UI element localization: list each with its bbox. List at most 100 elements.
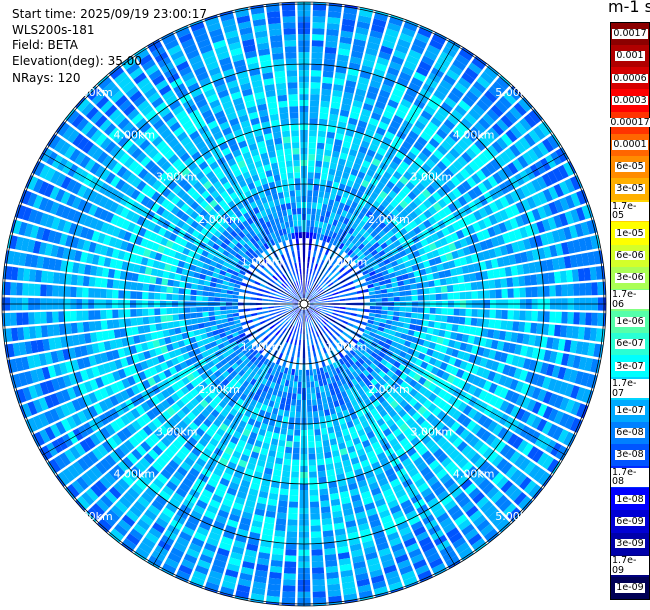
data-cell xyxy=(261,534,273,542)
data-cell xyxy=(471,253,479,263)
data-cell xyxy=(436,336,444,345)
data-cell xyxy=(52,272,60,284)
data-cell xyxy=(406,266,414,273)
data-cell xyxy=(366,348,373,355)
data-cell xyxy=(130,309,137,317)
data-cell xyxy=(286,434,294,442)
data-cell xyxy=(258,288,265,292)
data-cell xyxy=(209,570,223,580)
data-cell xyxy=(308,453,316,460)
data-cell xyxy=(436,84,450,96)
data-cell xyxy=(88,288,95,298)
data-cell xyxy=(547,135,560,150)
data-cell xyxy=(94,243,103,255)
data-cell xyxy=(72,210,82,223)
data-cell xyxy=(330,101,341,110)
data-cell xyxy=(433,507,446,519)
data-cell xyxy=(120,240,129,251)
data-cell xyxy=(226,519,239,529)
data-cell xyxy=(344,4,358,9)
data-cell xyxy=(473,210,483,221)
data-cell xyxy=(267,387,274,395)
data-cell xyxy=(112,226,121,238)
data-cell xyxy=(532,449,544,463)
data-cell xyxy=(403,279,411,285)
data-cell xyxy=(274,306,281,308)
data-cell xyxy=(113,482,126,495)
data-cell xyxy=(113,269,121,279)
data-cell xyxy=(45,214,55,228)
data-cell xyxy=(269,565,283,574)
data-cell xyxy=(318,118,328,126)
data-cell xyxy=(239,332,246,339)
data-cell xyxy=(84,158,96,172)
data-cell xyxy=(297,381,302,388)
data-cell xyxy=(404,260,412,268)
data-cell xyxy=(39,213,50,227)
data-cell xyxy=(191,432,202,442)
data-cell xyxy=(366,323,373,328)
data-cell xyxy=(154,429,165,440)
data-cell xyxy=(326,131,335,139)
data-cell xyxy=(339,294,346,298)
data-cell xyxy=(416,461,428,472)
data-cell xyxy=(248,278,256,284)
data-cell xyxy=(306,399,312,406)
data-cell xyxy=(494,198,504,211)
data-cell xyxy=(351,378,358,386)
data-cell xyxy=(342,171,350,180)
data-cell xyxy=(166,308,173,315)
data-cell xyxy=(391,55,404,66)
data-cell xyxy=(311,64,322,71)
data-cell xyxy=(515,394,526,407)
data-cell xyxy=(361,420,370,429)
data-cell xyxy=(228,557,242,567)
data-cell xyxy=(191,229,200,238)
data-cell xyxy=(142,425,153,436)
data-cell xyxy=(335,233,341,241)
data-cell xyxy=(464,432,475,444)
data-cell xyxy=(264,467,273,475)
data-cell xyxy=(239,315,246,320)
data-cell xyxy=(476,76,491,89)
data-cell xyxy=(368,117,379,127)
data-cell xyxy=(580,221,590,236)
data-cell xyxy=(401,273,409,280)
data-cell xyxy=(360,393,369,401)
data-cell xyxy=(387,292,394,298)
data-cell xyxy=(282,416,289,423)
data-cell xyxy=(430,502,443,514)
data-cell xyxy=(333,522,345,530)
data-cell xyxy=(406,542,420,553)
data-cell xyxy=(279,285,285,291)
data-cell xyxy=(354,217,362,225)
data-cell xyxy=(500,461,513,475)
data-cell xyxy=(476,281,484,290)
data-cell xyxy=(537,452,549,467)
data-cell xyxy=(348,482,358,491)
data-cell xyxy=(432,212,442,222)
data-cell xyxy=(216,483,228,493)
data-cell xyxy=(386,418,395,428)
data-cell xyxy=(143,453,155,465)
data-cell xyxy=(375,355,383,363)
data-cell xyxy=(536,176,548,190)
data-cell xyxy=(109,339,118,350)
data-cell xyxy=(46,311,53,324)
data-cell xyxy=(186,373,195,382)
data-cell xyxy=(399,311,406,317)
data-cell xyxy=(160,345,169,354)
data-cell xyxy=(265,317,272,322)
data-cell xyxy=(325,313,332,317)
data-cell xyxy=(219,332,227,339)
data-cell xyxy=(493,385,504,397)
data-cell xyxy=(445,364,454,374)
data-cell xyxy=(62,126,75,140)
data-cell xyxy=(447,191,457,202)
data-cell xyxy=(559,197,570,211)
data-cell xyxy=(315,446,323,454)
data-cell xyxy=(210,409,220,418)
data-cell xyxy=(62,220,72,234)
data-cell xyxy=(396,343,404,351)
data-cell xyxy=(452,437,464,448)
